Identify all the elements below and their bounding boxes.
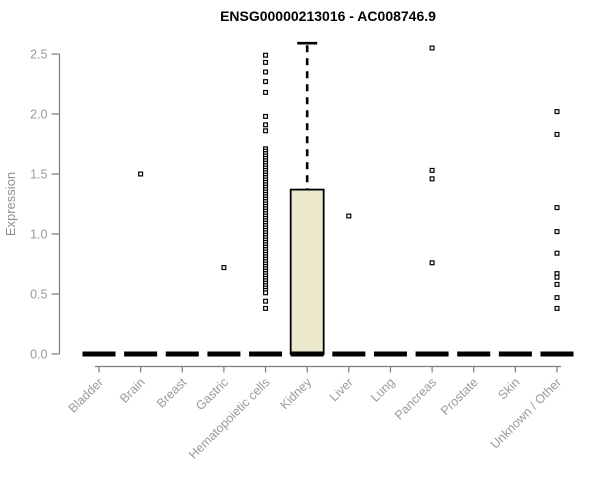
- median-line: [290, 351, 324, 357]
- x-tick-label: Breast: [154, 375, 190, 411]
- boxplot-lung: [373, 351, 407, 357]
- x-tick-label: Pancreas: [392, 375, 439, 422]
- y-tick-label: 2.0: [30, 108, 47, 122]
- median-line: [207, 351, 241, 357]
- median-line: [124, 351, 158, 357]
- chart-title: ENSG00000213016 - AC008746.9: [220, 8, 436, 24]
- y-tick-label: 1.0: [30, 228, 47, 242]
- outlier-point: [263, 52, 269, 58]
- outlier-point: [554, 281, 560, 287]
- x-tick-label: Brain: [117, 375, 148, 406]
- boxplot-brain: [124, 171, 158, 357]
- median-line: [82, 351, 116, 357]
- outlier-point: [138, 171, 144, 177]
- outlier-point: [554, 250, 560, 256]
- outlier-point: [263, 122, 269, 128]
- outlier-point: [554, 274, 560, 280]
- y-tick-label: 0.5: [30, 288, 47, 302]
- median-line: [249, 351, 283, 357]
- median-line: [415, 351, 449, 357]
- x-tick-label: Prostate: [438, 375, 481, 418]
- outlier-point: [346, 213, 352, 219]
- outlier-point: [263, 113, 269, 119]
- outlier-point: [221, 265, 227, 271]
- y-tick-label: 0.0: [30, 348, 47, 362]
- y-axis: 0.0 0.5 1.0 1.5 2.0 2.5: [30, 48, 61, 362]
- y-axis-label: Expression: [3, 172, 18, 236]
- median-line: [165, 351, 199, 357]
- outlier-point: [263, 59, 269, 65]
- boxplot-skin: [498, 351, 532, 357]
- boxplot-hematopoietic-cells: [249, 52, 283, 357]
- median-line: [540, 351, 574, 357]
- median-line: [457, 351, 491, 357]
- x-tick-label: Liver: [327, 375, 356, 404]
- boxplot-unknown-other: [540, 109, 574, 357]
- outlier-point: [554, 305, 560, 311]
- median-line: [373, 351, 407, 357]
- boxplot-prostate: [457, 351, 491, 357]
- outlier-point: [554, 295, 560, 301]
- outlier-point: [429, 45, 435, 51]
- x-tick-label: Unknown / Other: [488, 375, 564, 451]
- y-tick-label: 1.5: [30, 168, 47, 182]
- boxplot-pancreas: [415, 45, 449, 357]
- outlier-point: [263, 298, 269, 304]
- outlier-point: [263, 79, 269, 85]
- boxplot-bladder: [82, 351, 116, 357]
- outlier-point: [263, 89, 269, 95]
- box: [289, 188, 325, 355]
- boxplot-liver: [332, 213, 366, 357]
- outlier-point: [263, 305, 269, 311]
- y-tick-label: 2.5: [30, 48, 47, 62]
- outlier-point: [554, 205, 560, 211]
- outlier-point: [554, 229, 560, 235]
- boxplot-breast: [165, 351, 199, 357]
- x-tick-label: Hematopoietic cells: [186, 375, 273, 462]
- x-tick-label: Skin: [495, 375, 522, 402]
- boxplot-gastric: [207, 265, 241, 357]
- x-tick-label: Kidney: [277, 375, 314, 412]
- boxplot-kidney: [289, 41, 325, 357]
- x-tick-label: Lung: [368, 375, 398, 405]
- plot-marks: [82, 41, 574, 357]
- median-line: [332, 351, 366, 357]
- outlier-point: [263, 128, 269, 134]
- outlier-point: [429, 260, 435, 266]
- outlier-point: [554, 109, 560, 115]
- outlier-point: [554, 131, 560, 137]
- x-tick-label: Gastric: [193, 375, 231, 413]
- outlier-point: [263, 290, 269, 296]
- median-line: [498, 351, 532, 357]
- outlier-point: [429, 167, 435, 173]
- x-tick-label: Bladder: [66, 375, 106, 415]
- outlier-point: [263, 69, 269, 75]
- outlier-point: [429, 176, 435, 182]
